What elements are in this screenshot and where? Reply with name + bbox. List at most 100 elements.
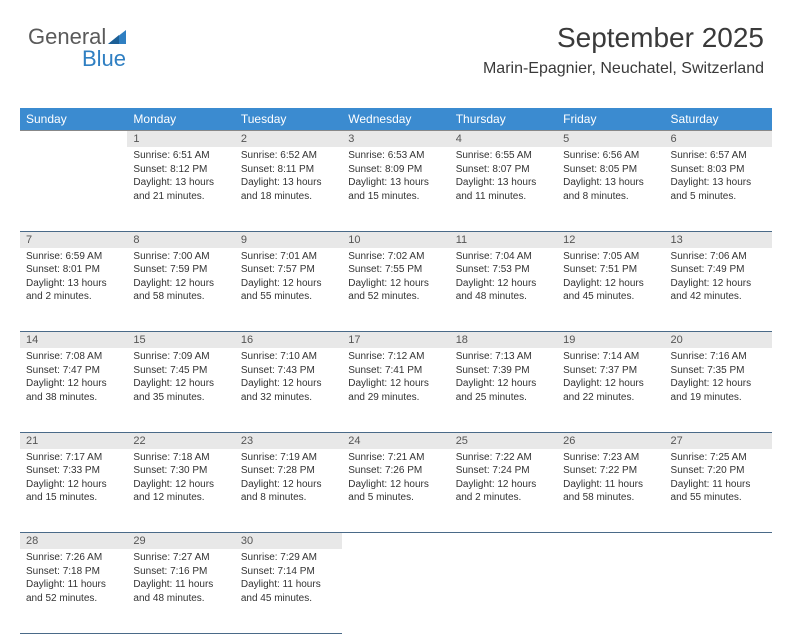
week-row: Sunrise: 7:17 AMSunset: 7:33 PMDaylight:…: [20, 449, 772, 533]
logo: General Blue: [28, 26, 126, 70]
sunset-text: Sunset: 7:51 PM: [563, 263, 660, 277]
daylight-text: Daylight: 12 hours and 25 minutes.: [456, 377, 553, 404]
day-cell: Sunrise: 7:16 AMSunset: 7:35 PMDaylight:…: [665, 348, 772, 432]
week-row: Sunrise: 7:26 AMSunset: 7:18 PMDaylight:…: [20, 549, 772, 633]
sunset-text: Sunset: 7:18 PM: [26, 565, 123, 579]
day-number: 10: [342, 231, 449, 248]
day-number: 25: [450, 432, 557, 449]
daylight-text: Daylight: 12 hours and 52 minutes.: [348, 277, 445, 304]
sunrise-text: Sunrise: 6:52 AM: [241, 149, 338, 163]
sunset-text: Sunset: 8:11 PM: [241, 163, 338, 177]
daynum-row: 21222324252627: [20, 432, 772, 449]
day-cell: Sunrise: 6:51 AMSunset: 8:12 PMDaylight:…: [127, 147, 234, 231]
day-number: 23: [235, 432, 342, 449]
daylight-text: Daylight: 12 hours and 35 minutes.: [133, 377, 230, 404]
daylight-text: Daylight: 11 hours and 58 minutes.: [563, 478, 660, 505]
day-number: 29: [127, 533, 234, 550]
daylight-text: Daylight: 13 hours and 5 minutes.: [671, 176, 768, 203]
day-number: 2: [235, 131, 342, 148]
sunrise-text: Sunrise: 7:00 AM: [133, 250, 230, 264]
weekday-header: Sunday: [20, 108, 127, 131]
sunrise-text: Sunrise: 7:08 AM: [26, 350, 123, 364]
daylight-text: Daylight: 12 hours and 32 minutes.: [241, 377, 338, 404]
day-number: 8: [127, 231, 234, 248]
logo-triangle-icon: [108, 26, 126, 48]
day-cell: Sunrise: 7:27 AMSunset: 7:16 PMDaylight:…: [127, 549, 234, 633]
day-cell: Sunrise: 7:01 AMSunset: 7:57 PMDaylight:…: [235, 248, 342, 332]
day-number: 20: [665, 332, 772, 349]
day-cell: [665, 549, 772, 633]
sunset-text: Sunset: 7:14 PM: [241, 565, 338, 579]
daylight-text: Daylight: 13 hours and 15 minutes.: [348, 176, 445, 203]
sunset-text: Sunset: 7:43 PM: [241, 364, 338, 378]
sunrise-text: Sunrise: 6:51 AM: [133, 149, 230, 163]
day-cell: Sunrise: 7:05 AMSunset: 7:51 PMDaylight:…: [557, 248, 664, 332]
sunrise-text: Sunrise: 7:29 AM: [241, 551, 338, 565]
sunset-text: Sunset: 8:12 PM: [133, 163, 230, 177]
sunrise-text: Sunrise: 7:06 AM: [671, 250, 768, 264]
sunrise-text: Sunrise: 7:02 AM: [348, 250, 445, 264]
day-cell: Sunrise: 7:25 AMSunset: 7:20 PMDaylight:…: [665, 449, 772, 533]
sunrise-text: Sunrise: 7:16 AM: [671, 350, 768, 364]
day-cell: Sunrise: 7:04 AMSunset: 7:53 PMDaylight:…: [450, 248, 557, 332]
weekday-header: Monday: [127, 108, 234, 131]
day-number: 11: [450, 231, 557, 248]
sunset-text: Sunset: 7:26 PM: [348, 464, 445, 478]
daylight-text: Daylight: 11 hours and 45 minutes.: [241, 578, 338, 605]
day-number: [20, 131, 127, 148]
daylight-text: Daylight: 12 hours and 38 minutes.: [26, 377, 123, 404]
sunset-text: Sunset: 7:47 PM: [26, 364, 123, 378]
sunset-text: Sunset: 7:16 PM: [133, 565, 230, 579]
sunrise-text: Sunrise: 7:17 AM: [26, 451, 123, 465]
day-number: 4: [450, 131, 557, 148]
day-cell: Sunrise: 7:06 AMSunset: 7:49 PMDaylight:…: [665, 248, 772, 332]
weekday-header: Tuesday: [235, 108, 342, 131]
day-number: 6: [665, 131, 772, 148]
sunset-text: Sunset: 7:22 PM: [563, 464, 660, 478]
location: Marin-Epagnier, Neuchatel, Switzerland: [483, 60, 764, 78]
sunset-text: Sunset: 7:53 PM: [456, 263, 553, 277]
sunrise-text: Sunrise: 7:18 AM: [133, 451, 230, 465]
weekday-header: Thursday: [450, 108, 557, 131]
day-number: [665, 533, 772, 550]
sunset-text: Sunset: 7:24 PM: [456, 464, 553, 478]
day-cell: Sunrise: 6:56 AMSunset: 8:05 PMDaylight:…: [557, 147, 664, 231]
day-cell: Sunrise: 6:57 AMSunset: 8:03 PMDaylight:…: [665, 147, 772, 231]
day-cell: Sunrise: 7:00 AMSunset: 7:59 PMDaylight:…: [127, 248, 234, 332]
weekday-header: Friday: [557, 108, 664, 131]
sunset-text: Sunset: 7:28 PM: [241, 464, 338, 478]
week-row: Sunrise: 6:59 AMSunset: 8:01 PMDaylight:…: [20, 248, 772, 332]
sunrise-text: Sunrise: 7:22 AM: [456, 451, 553, 465]
sunrise-text: Sunrise: 7:09 AM: [133, 350, 230, 364]
sunset-text: Sunset: 7:30 PM: [133, 464, 230, 478]
sunset-text: Sunset: 7:45 PM: [133, 364, 230, 378]
day-number: [557, 533, 664, 550]
day-cell: Sunrise: 7:14 AMSunset: 7:37 PMDaylight:…: [557, 348, 664, 432]
day-cell: Sunrise: 7:26 AMSunset: 7:18 PMDaylight:…: [20, 549, 127, 633]
sunset-text: Sunset: 8:05 PM: [563, 163, 660, 177]
header: September 2025 Marin-Epagnier, Neuchatel…: [483, 22, 764, 78]
daylight-text: Daylight: 11 hours and 52 minutes.: [26, 578, 123, 605]
sunset-text: Sunset: 7:35 PM: [671, 364, 768, 378]
daylight-text: Daylight: 12 hours and 45 minutes.: [563, 277, 660, 304]
sunrise-text: Sunrise: 6:56 AM: [563, 149, 660, 163]
day-number: [450, 533, 557, 550]
day-cell: Sunrise: 7:13 AMSunset: 7:39 PMDaylight:…: [450, 348, 557, 432]
day-number: 18: [450, 332, 557, 349]
day-cell: Sunrise: 6:53 AMSunset: 8:09 PMDaylight:…: [342, 147, 449, 231]
daylight-text: Daylight: 12 hours and 12 minutes.: [133, 478, 230, 505]
sunset-text: Sunset: 7:57 PM: [241, 263, 338, 277]
weekday-header-row: SundayMondayTuesdayWednesdayThursdayFrid…: [20, 108, 772, 131]
sunset-text: Sunset: 7:39 PM: [456, 364, 553, 378]
day-number: 22: [127, 432, 234, 449]
daylight-text: Daylight: 13 hours and 18 minutes.: [241, 176, 338, 203]
daylight-text: Daylight: 12 hours and 29 minutes.: [348, 377, 445, 404]
day-cell: Sunrise: 7:17 AMSunset: 7:33 PMDaylight:…: [20, 449, 127, 533]
daylight-text: Daylight: 12 hours and 55 minutes.: [241, 277, 338, 304]
day-number: [342, 533, 449, 550]
day-cell: Sunrise: 7:08 AMSunset: 7:47 PMDaylight:…: [20, 348, 127, 432]
sunset-text: Sunset: 8:01 PM: [26, 263, 123, 277]
day-number: 28: [20, 533, 127, 550]
day-number: 16: [235, 332, 342, 349]
sunrise-text: Sunrise: 7:04 AM: [456, 250, 553, 264]
